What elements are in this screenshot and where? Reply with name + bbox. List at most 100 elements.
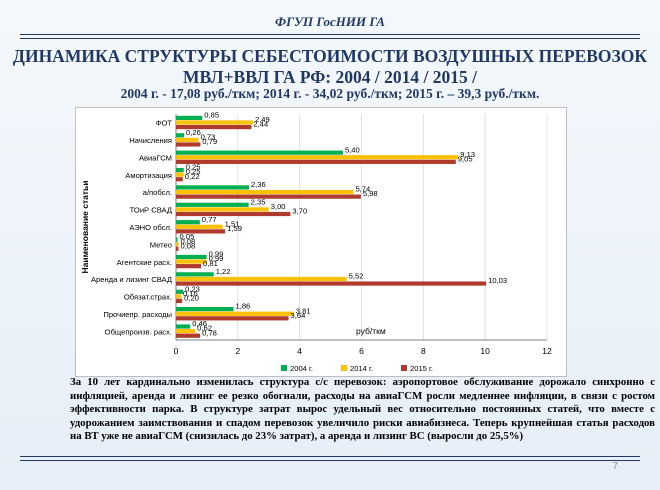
bar-2004 (176, 115, 203, 120)
bar-2014 (176, 224, 223, 229)
data-label: 1,22 (216, 267, 231, 276)
data-label: 0,81 (203, 259, 218, 268)
bar-2015 (176, 298, 183, 304)
data-label: 0,62 (197, 324, 212, 333)
data-label: 0,46 (192, 319, 207, 328)
data-label: 5,40 (345, 145, 360, 154)
data-label: 0,73 (201, 132, 216, 141)
data-label: 1,86 (236, 302, 251, 311)
data-label: 9,05 (458, 154, 473, 163)
data-label: 2,35 (251, 197, 266, 206)
bar-2015 (176, 264, 202, 269)
x-tick-label: 12 (542, 346, 552, 356)
slide-subtitle: 2004 г. - 17,08 руб./ткм; 2014 г. - 34,0… (120, 86, 540, 101)
bar-2015 (176, 124, 252, 130)
bar-2004 (176, 289, 184, 294)
data-label: 5,98 (363, 189, 378, 198)
category-label: АвиаГСМ (139, 153, 172, 162)
data-label: 0,22 (185, 172, 200, 181)
data-label: 0,25 (186, 163, 201, 172)
data-label: 0,85 (204, 110, 219, 119)
data-label: 0,25 (186, 167, 201, 176)
bar-2014 (176, 189, 354, 195)
data-label: 1,59 (227, 224, 242, 233)
x-tick-label: 2 (235, 346, 240, 356)
data-label: 0,20 (184, 294, 199, 303)
bar-2014 (176, 172, 184, 177)
legend-label: 2015 г. (410, 364, 433, 373)
bar-2014 (176, 242, 179, 247)
y-axis-title: Наименование статьи (80, 181, 90, 274)
category-label: Агентские расх. (117, 258, 172, 267)
legend-swatch (401, 365, 407, 371)
data-label: 0,08 (180, 237, 195, 246)
bar-2014 (176, 276, 347, 282)
category-label: Аренда и лизинг СВАД (91, 275, 172, 284)
data-label: 5,52 (349, 272, 364, 281)
slide-title-line1: ДИНАМИКА СТРУКТУРЫ СЕБЕСТОИМОСТИ ВОЗДУШН… (12, 46, 648, 66)
data-label: 0,99 (209, 250, 224, 259)
bar-2015 (176, 159, 456, 164)
bar-2014 (176, 311, 294, 316)
category-label: Обязат.страх. (124, 293, 172, 302)
org-header: ФГУП ГосНИИ ГА (275, 14, 385, 29)
bar-2014 (176, 294, 181, 299)
category-label: Прочиепр. расходы (103, 310, 172, 319)
bar-2014 (176, 259, 207, 264)
data-label: 10,03 (488, 276, 507, 285)
data-label: 0,08 (180, 241, 195, 250)
bar-2004 (176, 220, 200, 225)
category-label: Амортизация (125, 171, 172, 180)
legend-label: 2004 г. (290, 364, 313, 373)
bar-2015 (176, 211, 291, 217)
bar-2014 (176, 207, 269, 212)
data-label: 2,49 (255, 115, 270, 124)
bar-2015 (176, 229, 226, 234)
x-tick-label: 10 (480, 346, 490, 356)
x-tick-label: 6 (359, 346, 364, 356)
bar-2004 (176, 133, 185, 138)
summary-paragraph: За 10 лет кардинально изменилась структу… (70, 376, 655, 443)
bar-2004 (176, 254, 207, 260)
data-label: 0,16 (183, 289, 198, 298)
category-label: Начисления (129, 136, 172, 145)
x-tick-label: 4 (297, 346, 302, 356)
x-tick-label: 8 (421, 346, 426, 356)
bar-2014 (176, 137, 199, 142)
data-label: 0,23 (185, 284, 200, 293)
bar-2004 (176, 324, 191, 329)
bar-2004 (176, 237, 178, 242)
bar-2015 (176, 316, 289, 321)
data-label: 3,00 (271, 202, 286, 211)
data-label: 2,44 (253, 120, 268, 129)
data-label: 0,26 (186, 128, 201, 137)
bar-2014 (176, 329, 196, 334)
data-label: 1,51 (225, 219, 240, 228)
category-label: Метео (150, 240, 172, 249)
bar-2004 (176, 185, 249, 190)
bar-2015 (176, 142, 201, 147)
chart-area: 0 2 4 6 8 10 12 ФОТ 0,85 2,49 2,44 Начисления 0,26 0,… (75, 107, 567, 377)
top-rule-thin (20, 38, 640, 39)
legend-swatch (341, 365, 347, 371)
x-axis-title: руб/ткм (356, 326, 386, 336)
bar-2014 (176, 155, 459, 160)
bar-2004 (176, 150, 343, 155)
data-label: 5,74 (355, 185, 370, 194)
bar-2004 (176, 167, 184, 173)
bar-2014 (176, 120, 253, 125)
data-label: 3,70 (292, 207, 307, 216)
category-label: а/побсл. (143, 188, 172, 197)
top-rule (20, 34, 640, 35)
category-label: ФОТ (156, 119, 173, 128)
bar-2004 (176, 202, 249, 207)
category-label: Общепроизв. расх. (105, 327, 172, 336)
slide-title-line2: МВЛ+ВВЛ ГА РФ: 2004 / 2014 / 2015 / (183, 67, 477, 87)
data-label: 0,77 (202, 215, 217, 224)
bar-2004 (176, 272, 214, 277)
x-tick-label: 0 (174, 346, 179, 356)
category-label: ТОиР СВАД (130, 206, 172, 215)
category-label: АЭНО обсл. (129, 223, 172, 232)
data-label: 3,81 (296, 306, 311, 315)
data-label: 0,05 (180, 232, 195, 241)
